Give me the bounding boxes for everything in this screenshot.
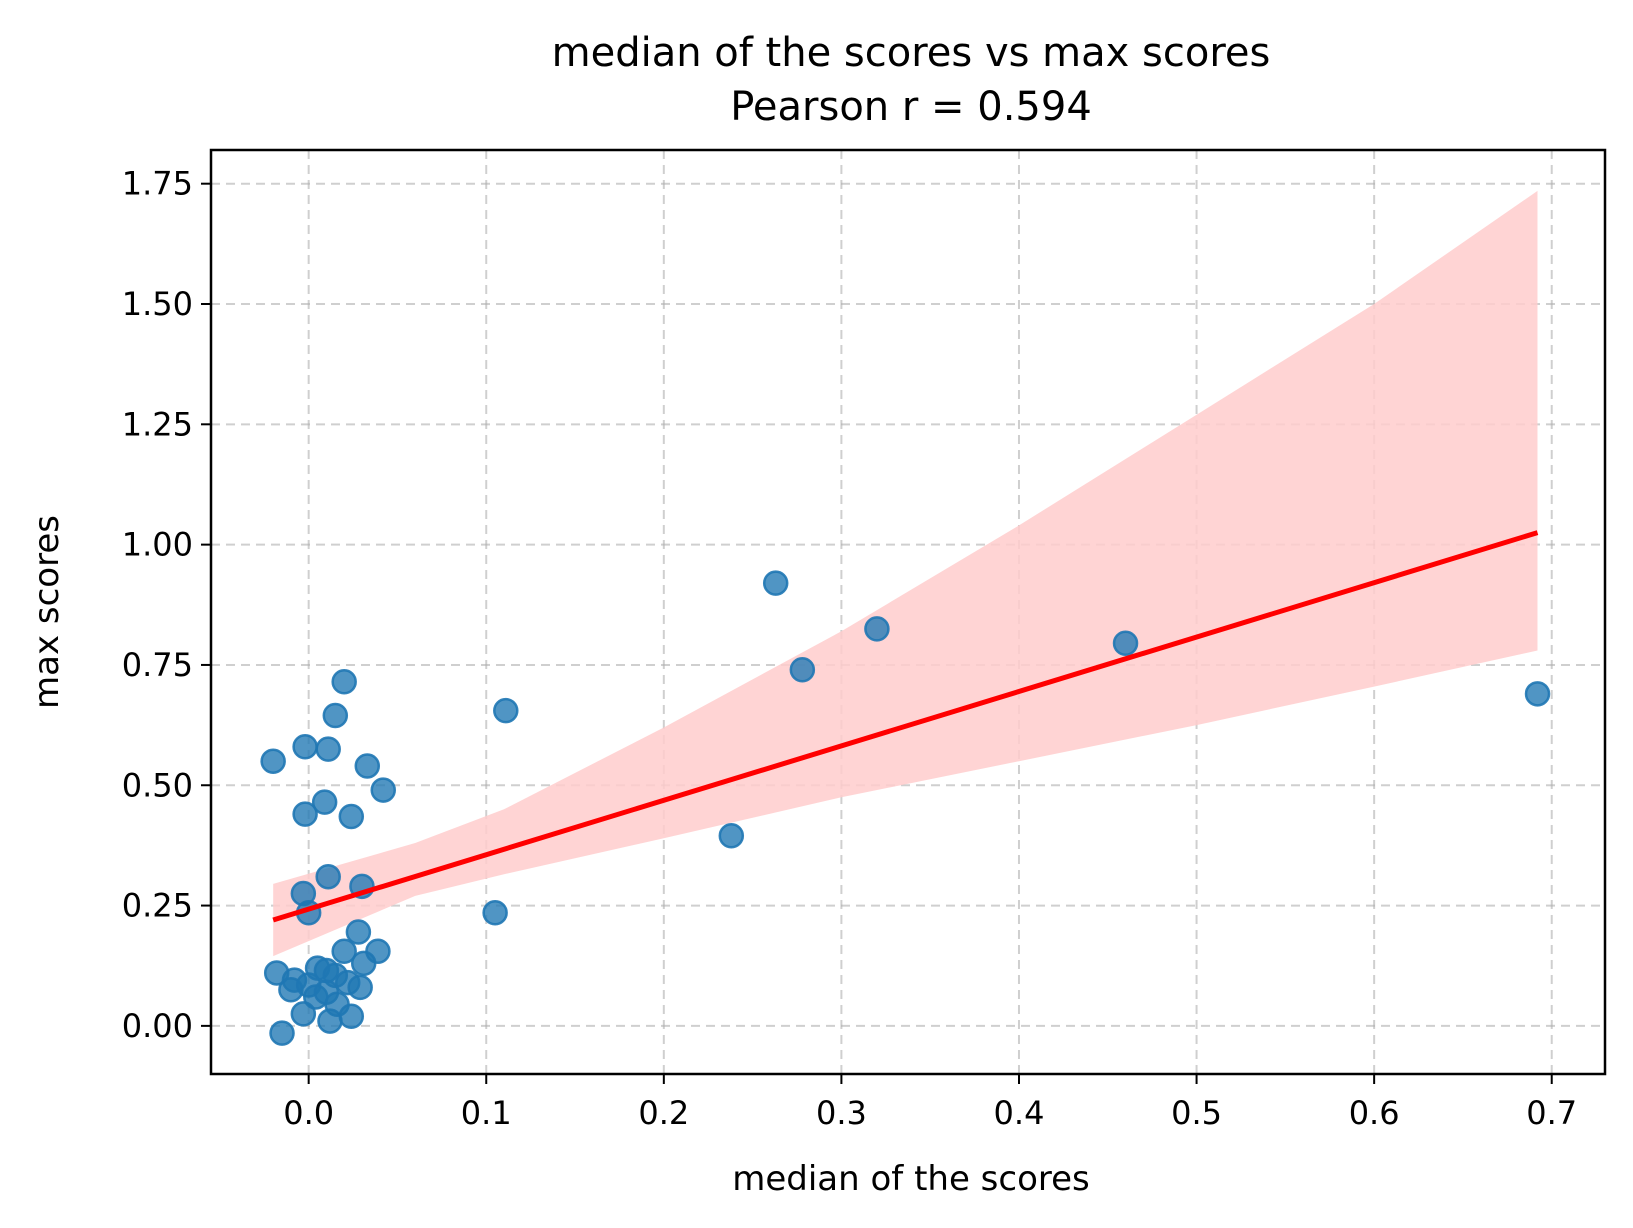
y-tick-label: 0.00 [122,1007,193,1045]
confidence-band [273,190,1538,957]
data-point [789,657,816,683]
data-point [370,777,397,803]
data-point [354,753,381,779]
regression-line [272,530,1539,923]
x-tick-label: 0.3 [816,1094,867,1132]
data-point [762,570,789,596]
data-point [718,823,745,849]
y-axis-label: max scores [27,515,67,709]
y-tick-label: 0.50 [122,766,193,804]
data-point [345,919,372,945]
data-point [315,736,341,762]
confidence-band-layer [273,190,1538,957]
data-point [292,734,318,760]
chart-subtitle: Pearson r = 0.594 [730,84,1092,130]
data-point [482,900,508,926]
x-tick-label: 0.6 [1349,1094,1400,1132]
data-point [317,1008,343,1034]
x-tick-label: 0.0 [283,1094,334,1132]
x-tick-label: 0.5 [1171,1094,1222,1132]
data-point [311,789,338,815]
points-layer [260,570,1551,1046]
regression-line-layer [272,530,1539,923]
data-point [331,938,357,965]
y-tick-label: 1.75 [122,165,193,203]
data-point [493,697,519,724]
data-point [269,1020,295,1046]
data-point [1524,681,1551,707]
data-point [347,974,373,1001]
plot-frame [209,148,1607,1076]
data-point [331,669,357,695]
data-point [350,950,377,977]
y-tick-label: 0.25 [122,887,193,925]
y-tick-label: 1.00 [122,526,193,564]
data-point [322,702,349,729]
x-tick-label: 0.2 [638,1094,689,1132]
x-tick-label: 0.7 [1526,1094,1577,1132]
y-tick-label: 1.50 [122,285,193,323]
data-point [292,801,318,827]
x-tick-label: 0.1 [461,1094,512,1132]
axes-layer: 0.0 0.1 0.2 0.3 0.4 0.5 0.6 0.7 0.00 0.25 0.50 0.75… [122,148,1607,1132]
data-point [338,803,365,830]
x-tick-label: 0.4 [994,1094,1045,1132]
data-point [315,863,341,890]
data-point [290,1001,317,1027]
x-axis-label: median of the scores [732,1159,1090,1199]
chart-title: median of the scores vs max scores [552,30,1271,76]
data-point [1112,630,1139,657]
data-point [338,1003,365,1029]
y-tick-label: 1.25 [122,405,193,443]
data-point [260,748,286,774]
y-tick-label: 0.75 [122,646,193,684]
data-point [864,616,890,642]
